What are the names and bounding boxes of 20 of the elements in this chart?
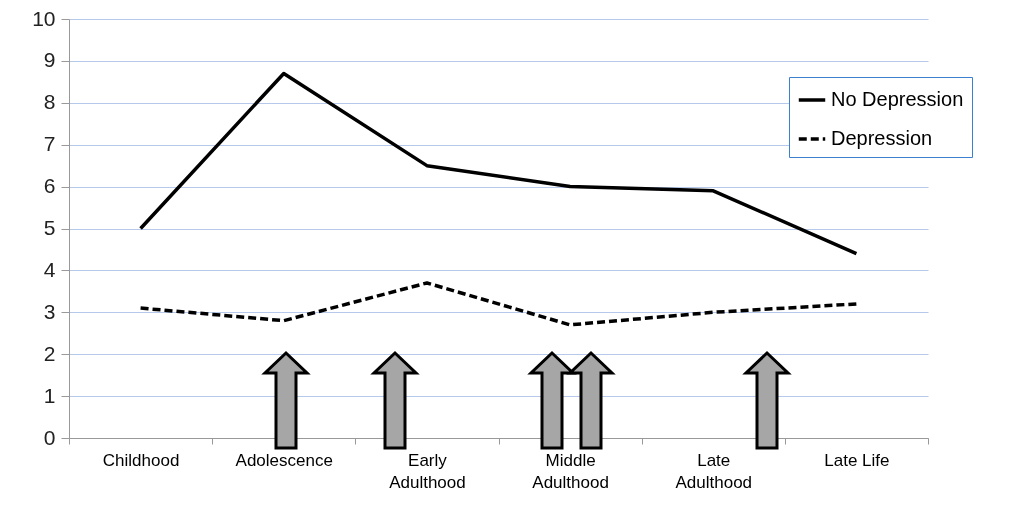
y-tick-label: 4 [43,257,56,281]
y-tick-label: 8 [43,90,56,114]
legend-label: Depression [831,127,933,149]
y-tick-label: 9 [43,48,56,72]
x-tick-label: Middle Adulthood [532,450,609,492]
line-series [138,281,859,327]
y-tick-label: 0 [43,425,56,449]
legend-label: No Depression [831,88,964,110]
y-tick-label: 1 [43,383,56,407]
x-tick-label: Late Adulthood [675,450,753,492]
x-tick-label: Adolescence [235,450,333,470]
x-tick-label: Late Life [824,450,890,470]
y-tick-label: 2 [43,341,56,365]
y-tick-label: 7 [43,132,56,156]
y-tick-label: 10 [32,6,56,30]
x-tick-label: Childhood [102,450,180,470]
y-tick-label: 6 [43,174,56,198]
y-tick-label: 3 [43,299,56,323]
x-tick-label: Early Adulthood [389,450,466,492]
y-tick-label: 5 [43,216,56,239]
